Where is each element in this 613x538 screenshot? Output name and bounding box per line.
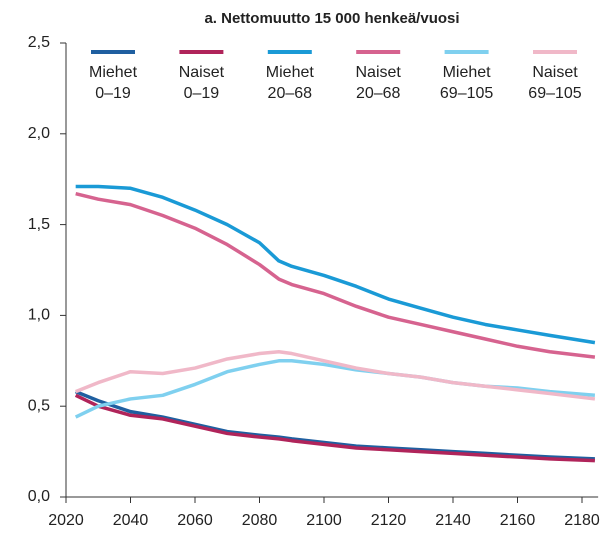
x-tick-label: 2120: [371, 512, 407, 529]
x-tick-label: 2100: [306, 512, 342, 529]
y-tick-label: 2,5: [28, 34, 50, 51]
chart-title: a. Nettomuutto 15 000 henkeä/vuosi: [204, 10, 459, 27]
series-line: [74, 393, 595, 463]
legend-label: Miehet 20–68: [265, 64, 314, 102]
x-tick-label: 2080: [242, 512, 278, 529]
y-tick-label: 0,0: [28, 488, 50, 505]
x-tick-label: 2140: [435, 512, 471, 529]
y-tick-label: 1,5: [28, 216, 50, 233]
series-line: [75, 390, 595, 461]
legend-label: Naiset 20–68: [355, 64, 401, 102]
legend-label: Naiset 0–19: [178, 64, 225, 102]
legend-label: Naiset 69–105: [528, 64, 582, 102]
x-tick-label: 2020: [48, 512, 84, 529]
x-tick-label: 2060: [177, 512, 213, 529]
y-tick-label: 1,0: [28, 307, 50, 324]
legend-label: Miehet 69–105: [439, 64, 494, 102]
y-tick-label: 2,0: [28, 125, 50, 142]
x-tick-label: 2180: [564, 512, 600, 529]
x-tick-label: 2040: [113, 512, 149, 529]
y-tick-label: 0,5: [28, 397, 50, 414]
series-line: [75, 192, 596, 359]
series-line: [75, 349, 596, 401]
x-tick-label: 2160: [500, 512, 536, 529]
series-line: [75, 184, 596, 345]
legend-label: Miehet 0–19: [88, 64, 138, 102]
